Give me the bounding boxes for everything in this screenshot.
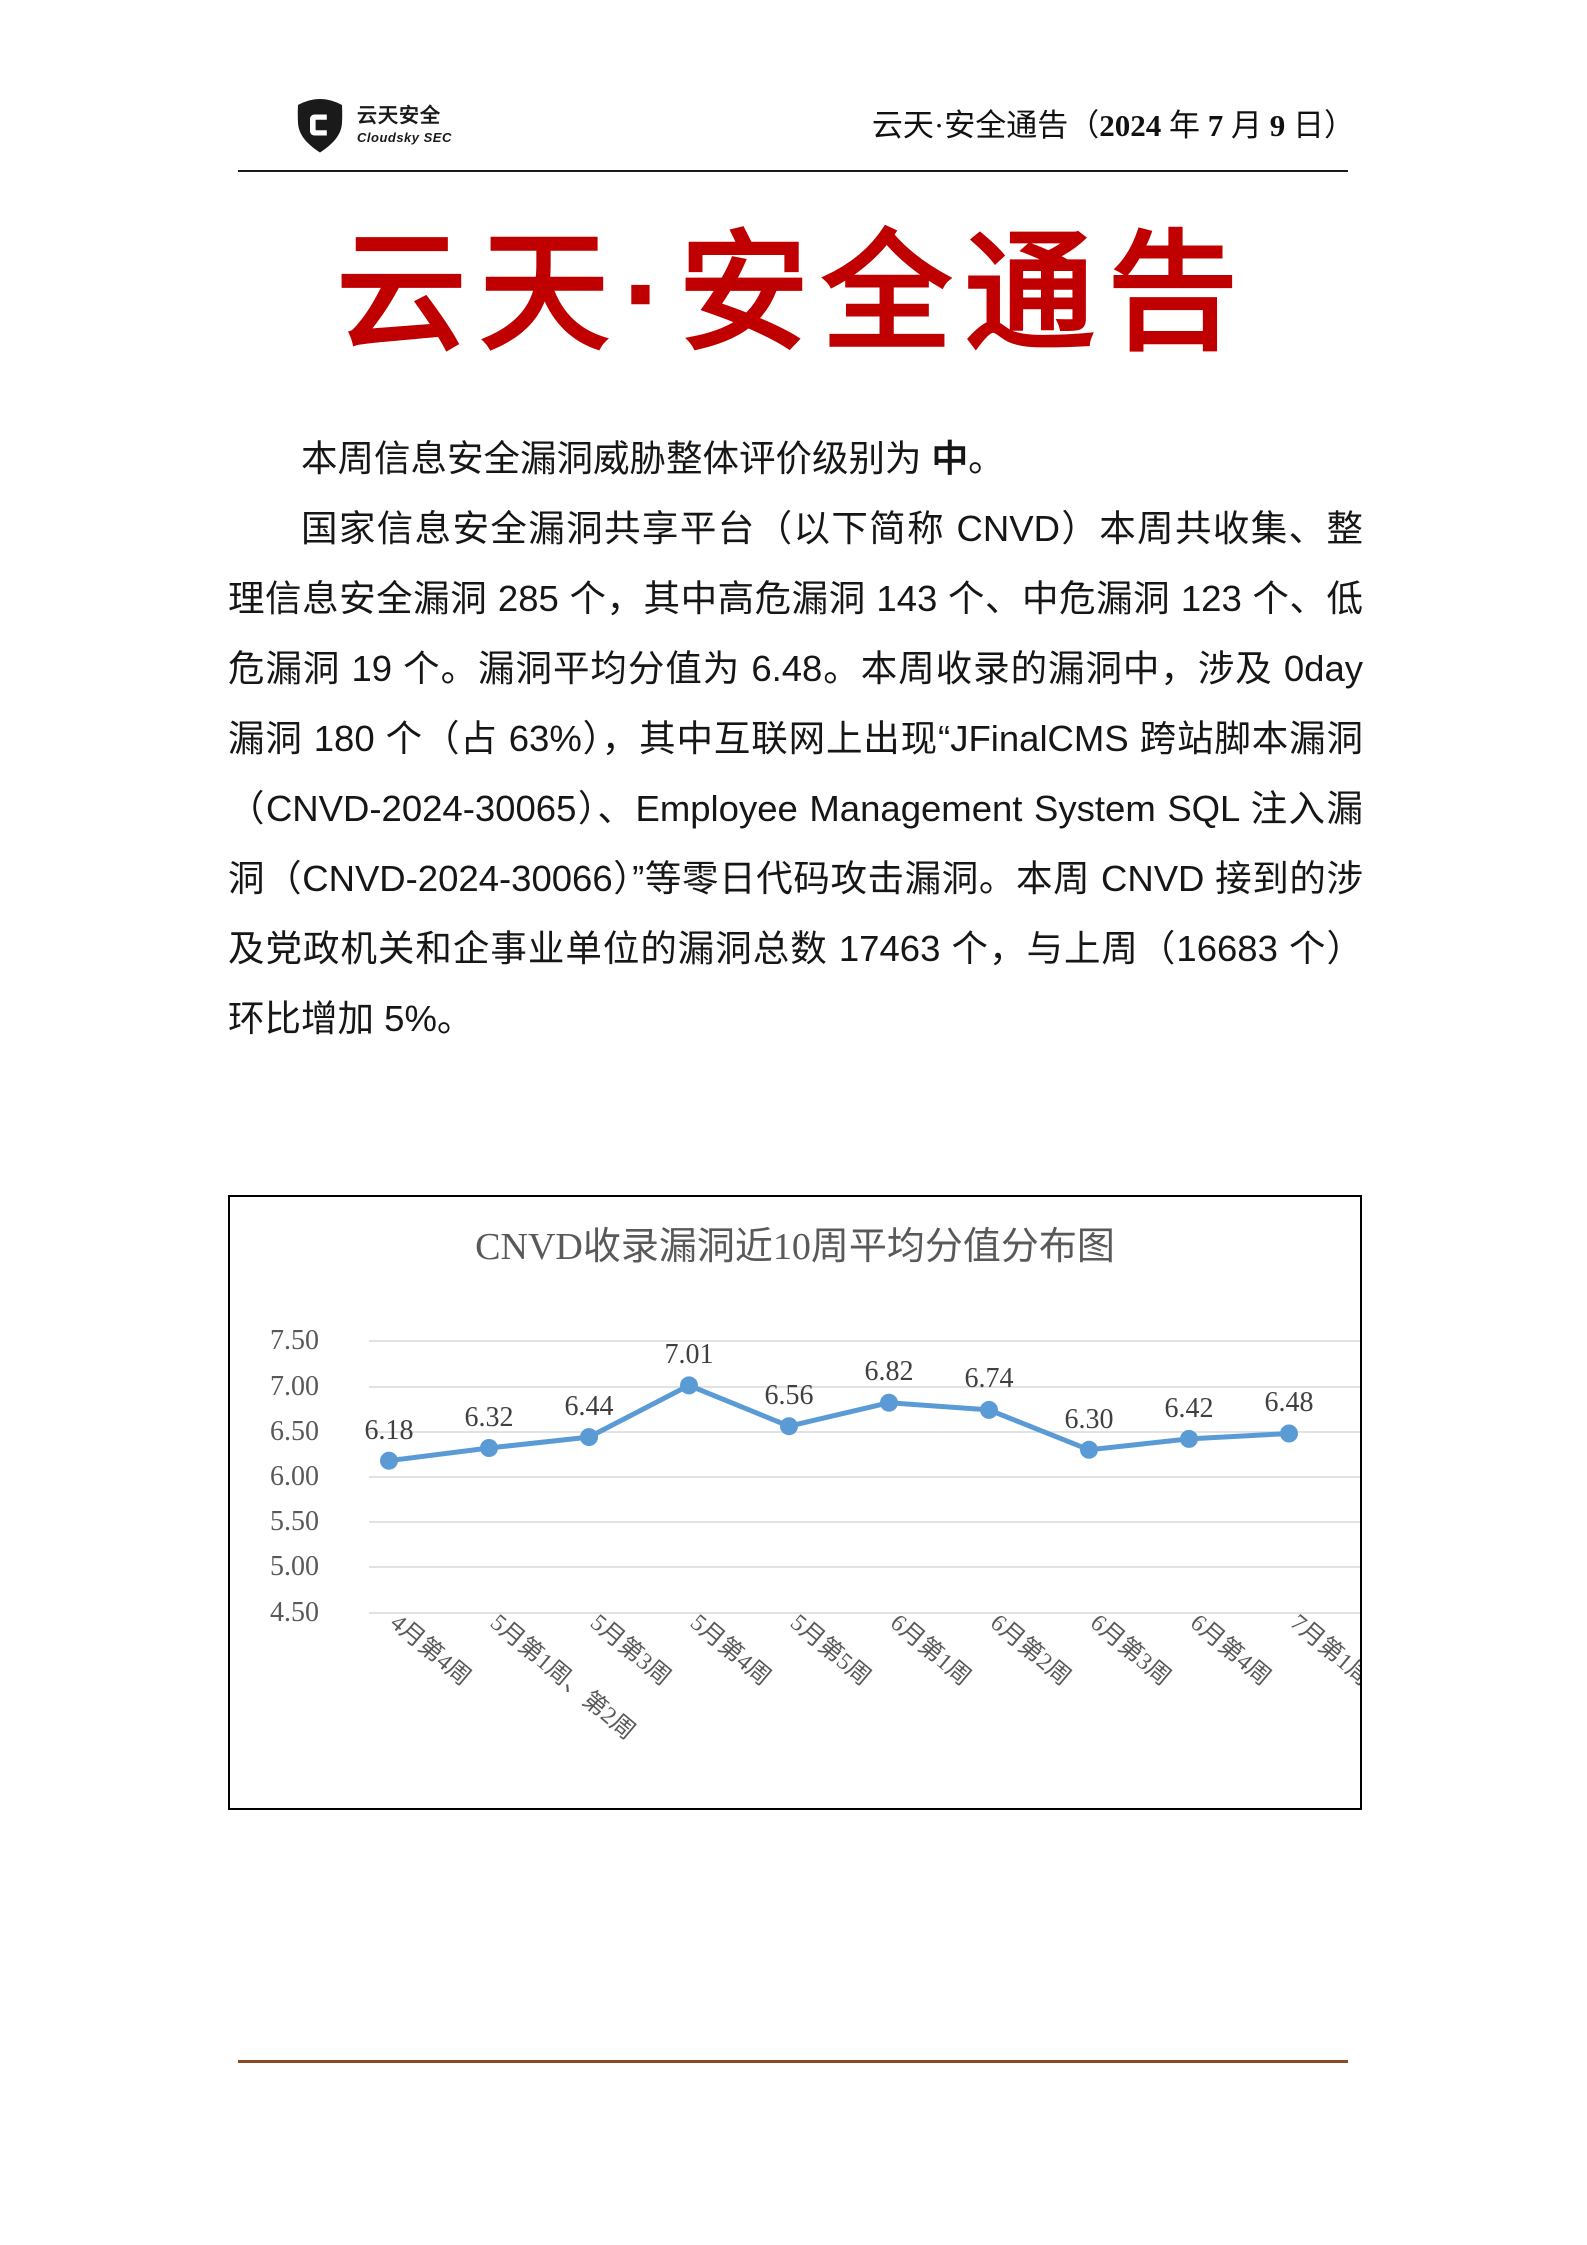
svg-text:6月第1周: 6月第1周 <box>885 1609 976 1691</box>
svg-text:6.48: 6.48 <box>1265 1387 1314 1418</box>
svg-text:6.18: 6.18 <box>365 1415 414 1446</box>
svg-text:4月第4周: 4月第4周 <box>385 1609 476 1691</box>
svg-text:6.44: 6.44 <box>565 1391 614 1422</box>
svg-text:6.50: 6.50 <box>270 1416 319 1447</box>
svg-text:5月第4周: 5月第4周 <box>685 1609 776 1691</box>
svg-text:5月第5周: 5月第5周 <box>785 1609 876 1691</box>
svg-text:6月第2周: 6月第2周 <box>985 1609 1076 1691</box>
svg-text:6.42: 6.42 <box>1165 1393 1214 1424</box>
svg-text:6月第4周: 6月第4周 <box>1185 1609 1276 1691</box>
svg-text:7月第1周: 7月第1周 <box>1285 1609 1362 1691</box>
svg-text:6月第3周: 6月第3周 <box>1085 1609 1176 1691</box>
svg-text:6.30: 6.30 <box>1065 1404 1114 1435</box>
svg-text:5月第3周: 5月第3周 <box>585 1609 676 1691</box>
svg-text:7.00: 7.00 <box>270 1371 319 1402</box>
svg-text:5.50: 5.50 <box>270 1506 319 1537</box>
svg-text:6.82: 6.82 <box>865 1356 914 1387</box>
svg-text:7.01: 7.01 <box>665 1339 714 1370</box>
svg-text:6.56: 6.56 <box>765 1380 814 1411</box>
svg-text:5.00: 5.00 <box>270 1551 319 1582</box>
svg-text:7.50: 7.50 <box>270 1325 319 1356</box>
svg-text:6.32: 6.32 <box>465 1402 514 1433</box>
svg-text:6.00: 6.00 <box>270 1461 319 1492</box>
svg-text:6.74: 6.74 <box>965 1363 1014 1394</box>
svg-text:4.50: 4.50 <box>270 1597 319 1628</box>
